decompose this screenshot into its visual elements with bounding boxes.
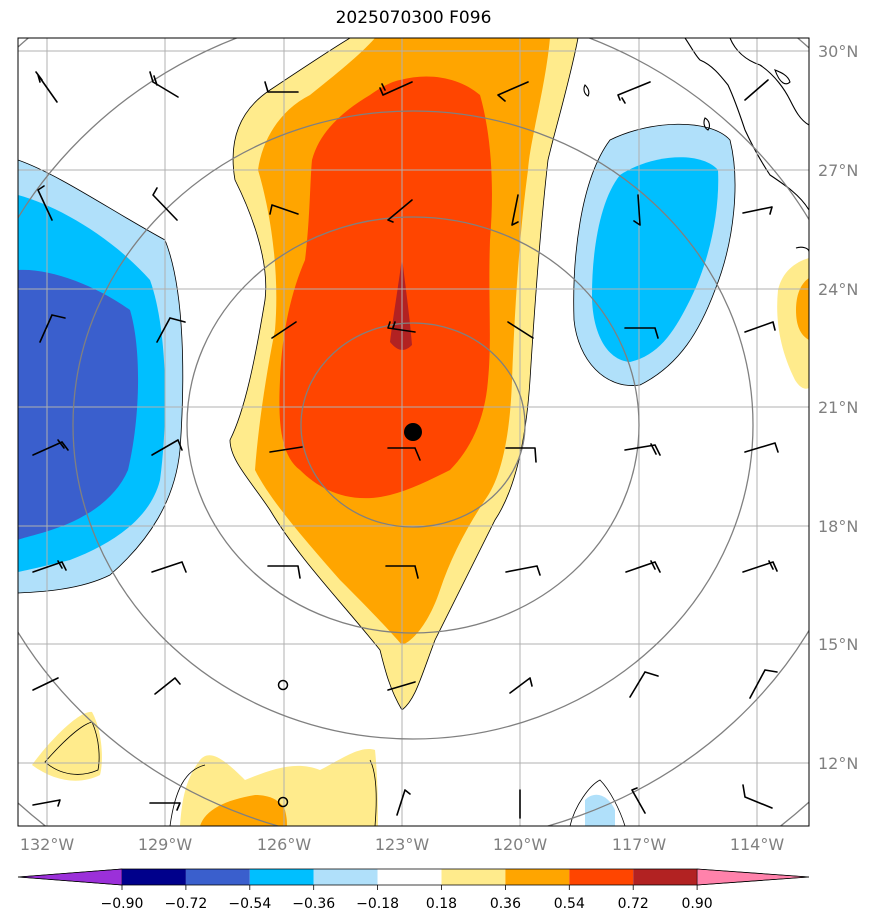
- colorbar-tick-label: −0.72: [164, 896, 207, 912]
- colorbar-segment: [249, 869, 314, 885]
- coastline: [583, 38, 809, 253]
- colorbar-segment: [313, 869, 378, 885]
- colorbar-tick-label: 0.90: [682, 896, 713, 912]
- colorbar-segment: [696, 868, 810, 886]
- colorbar-tick-label: 0.18: [426, 896, 457, 912]
- colorbar-segment: [569, 869, 634, 885]
- colorbar-tick-label: −0.36: [292, 896, 335, 912]
- lon-label: 114°W: [730, 835, 785, 854]
- colorbar-segment: [505, 869, 570, 885]
- negative-contours-west: [18, 159, 184, 594]
- colorbar-segment: [185, 869, 250, 885]
- lat-label: 12°N: [818, 754, 858, 773]
- graticule: [18, 38, 809, 826]
- colorbar-tick-label: −0.90: [101, 896, 144, 912]
- lon-label: 132°W: [20, 835, 75, 854]
- lat-label: 21°N: [818, 398, 858, 417]
- positive-contours-east-edge: [777, 258, 809, 389]
- colorbar-segment: [377, 869, 442, 885]
- colorbar-tick-label: −0.54: [228, 896, 271, 912]
- colorbar-segment: [122, 869, 186, 885]
- lat-label: 30°N: [818, 42, 858, 61]
- colorbar: −0.90 −0.72 −0.54 −0.36 −0.18 0.18 0.36 …: [17, 868, 810, 912]
- storm-center-marker: [404, 423, 422, 441]
- map-frame: [17, 37, 810, 827]
- colorbar-segment: [633, 869, 698, 885]
- lat-label: 15°N: [818, 635, 858, 654]
- lat-label: 27°N: [818, 161, 858, 180]
- colorbar-segment: [441, 869, 506, 885]
- positive-contours-south: [32, 711, 626, 826]
- colorbar-tick-label: −0.18: [356, 896, 399, 912]
- colorbar-tick-label: 0.54: [554, 896, 585, 912]
- colorbar-segment: [17, 868, 123, 886]
- colorbar-tick-label: 0.72: [618, 896, 649, 912]
- lat-label: 18°N: [818, 517, 858, 536]
- lon-label: 129°W: [138, 835, 193, 854]
- wind-barbs: [32, 71, 779, 819]
- lat-label: 24°N: [818, 280, 858, 299]
- colorbar-tick-label: 0.36: [490, 896, 521, 912]
- longitude-axis: 132°W 129°W 126°W 123°W 120°W 117°W 114°…: [20, 835, 785, 854]
- lon-label: 117°W: [612, 835, 667, 854]
- negative-contours-east: [573, 123, 736, 826]
- calm-markers: [277, 679, 289, 808]
- lon-label: 123°W: [375, 835, 430, 854]
- chart-title: 2025070300 F096: [335, 8, 492, 28]
- latitude-axis: 30°N 27°N 24°N 21°N 18°N 15°N 12°N: [818, 42, 858, 773]
- lon-label: 126°W: [257, 835, 312, 854]
- lon-label: 120°W: [493, 835, 548, 854]
